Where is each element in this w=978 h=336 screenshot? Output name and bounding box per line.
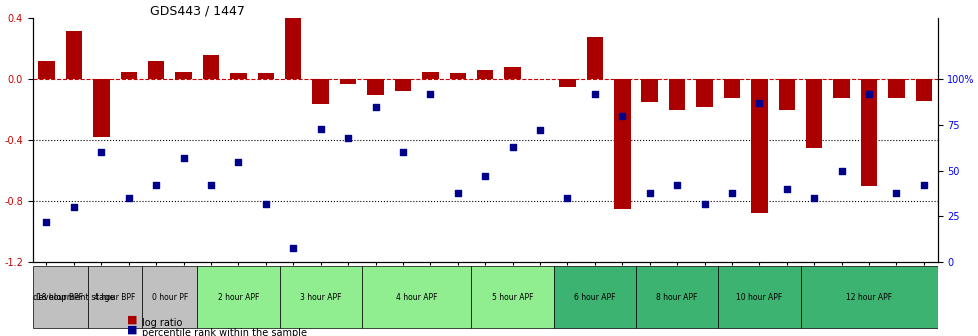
Bar — [394, 79, 411, 91]
Text: 4 hour BPF: 4 hour BPF — [94, 293, 136, 301]
Point — [313, 126, 329, 131]
Text: ■: ■ — [127, 325, 138, 335]
Point — [587, 91, 602, 97]
Point — [861, 91, 876, 97]
Bar — [120, 72, 137, 79]
Point — [93, 150, 109, 155]
Bar — [641, 79, 657, 102]
Bar — [887, 79, 904, 97]
FancyBboxPatch shape — [636, 266, 718, 328]
Text: percentile rank within the sample: percentile rank within the sample — [142, 328, 307, 336]
Bar — [832, 79, 849, 97]
Bar — [66, 31, 82, 79]
Text: 4 hour APF: 4 hour APF — [395, 293, 437, 301]
Point — [368, 104, 383, 110]
Point — [38, 219, 54, 225]
Bar — [367, 79, 383, 94]
Text: GDS443 / 1447: GDS443 / 1447 — [151, 4, 245, 17]
Text: 8 hour APF: 8 hour APF — [656, 293, 697, 301]
Point — [696, 201, 712, 206]
Point — [614, 113, 630, 119]
Point — [477, 173, 493, 179]
Text: development stage: development stage — [33, 293, 115, 301]
Text: 6 hour APF: 6 hour APF — [573, 293, 615, 301]
Bar — [230, 73, 246, 79]
Text: ■: ■ — [127, 314, 138, 325]
Bar — [38, 61, 55, 79]
Bar — [504, 67, 520, 79]
FancyBboxPatch shape — [280, 266, 362, 328]
Point — [724, 190, 739, 195]
FancyBboxPatch shape — [362, 266, 471, 328]
Bar — [805, 79, 822, 148]
Point — [340, 135, 356, 140]
Bar — [257, 73, 274, 79]
Bar — [449, 73, 466, 79]
Point — [120, 196, 136, 201]
Point — [806, 196, 822, 201]
Bar — [558, 79, 575, 87]
FancyBboxPatch shape — [142, 266, 198, 328]
Point — [505, 144, 520, 150]
Point — [258, 201, 274, 206]
Point — [450, 190, 466, 195]
FancyBboxPatch shape — [718, 266, 800, 328]
Bar — [723, 79, 739, 97]
Bar — [860, 79, 876, 186]
Bar — [586, 37, 602, 79]
Bar — [778, 79, 794, 110]
Text: 2 hour APF: 2 hour APF — [217, 293, 259, 301]
Bar — [175, 72, 192, 79]
Point — [532, 128, 548, 133]
FancyBboxPatch shape — [87, 266, 142, 328]
Point — [231, 159, 246, 164]
FancyBboxPatch shape — [554, 266, 636, 328]
Text: 3 hour APF: 3 hour APF — [299, 293, 341, 301]
Bar — [202, 55, 219, 79]
Bar — [695, 79, 712, 107]
Point — [915, 183, 931, 188]
Point — [176, 155, 192, 161]
Point — [559, 196, 575, 201]
Bar — [914, 79, 931, 100]
FancyBboxPatch shape — [198, 266, 280, 328]
Text: 12 hour APF: 12 hour APF — [845, 293, 891, 301]
Bar — [285, 18, 301, 79]
Point — [203, 183, 219, 188]
Point — [422, 91, 438, 97]
Point — [395, 150, 411, 155]
Text: 0 hour PF: 0 hour PF — [152, 293, 188, 301]
Point — [833, 168, 849, 173]
Bar — [339, 79, 356, 84]
Text: 5 hour APF: 5 hour APF — [491, 293, 533, 301]
Bar — [750, 79, 767, 213]
Bar — [613, 79, 630, 209]
Text: log ratio: log ratio — [142, 318, 182, 328]
Bar — [476, 70, 493, 79]
Point — [778, 186, 794, 192]
Point — [642, 190, 657, 195]
Bar — [668, 79, 685, 110]
Bar — [422, 72, 438, 79]
Point — [751, 100, 767, 106]
Point — [286, 245, 301, 250]
FancyBboxPatch shape — [471, 266, 554, 328]
Text: 18 hour BPF: 18 hour BPF — [37, 293, 83, 301]
Point — [149, 183, 164, 188]
Point — [888, 190, 904, 195]
FancyBboxPatch shape — [800, 266, 937, 328]
Bar — [93, 79, 110, 137]
Bar — [148, 61, 164, 79]
Text: 10 hour APF: 10 hour APF — [735, 293, 781, 301]
FancyBboxPatch shape — [32, 266, 87, 328]
Point — [66, 205, 81, 210]
Point — [669, 183, 685, 188]
Bar — [312, 79, 329, 104]
